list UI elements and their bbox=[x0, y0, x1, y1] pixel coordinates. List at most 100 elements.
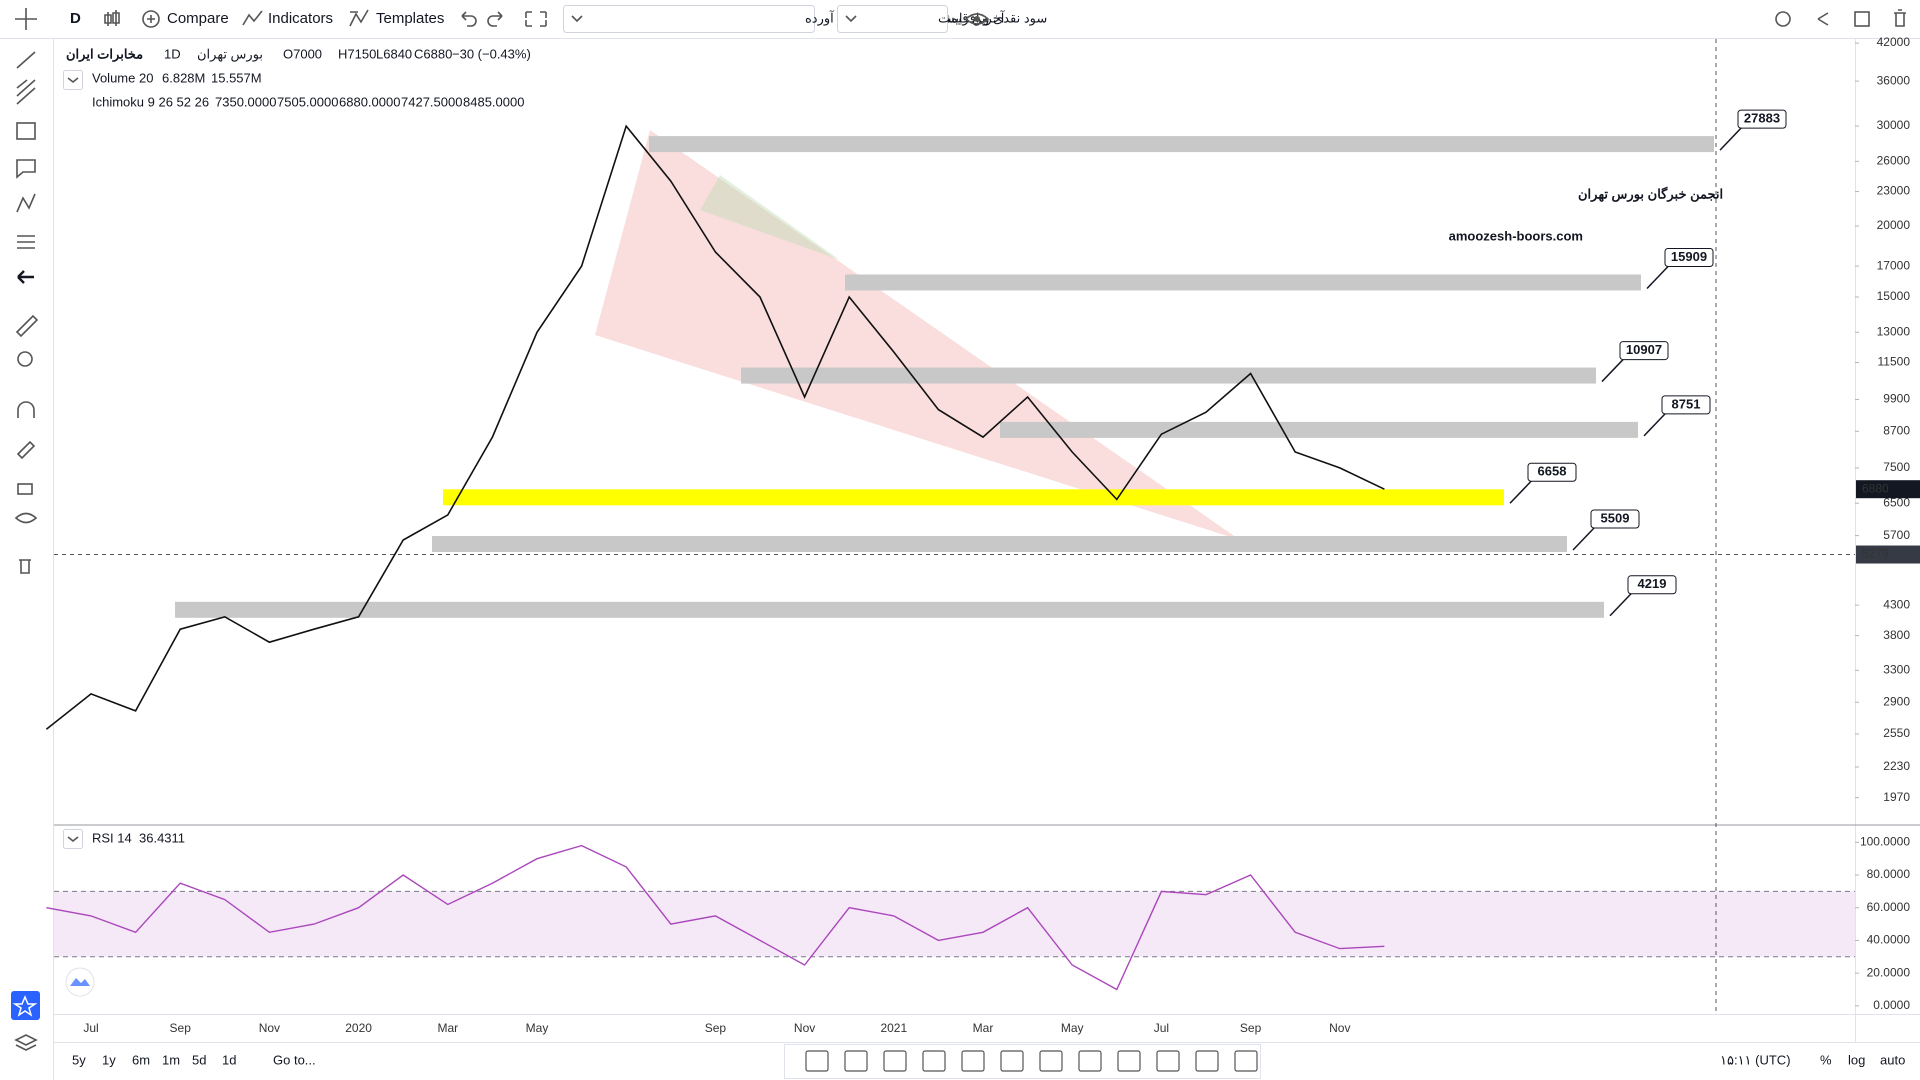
x-tick-label: Sep bbox=[170, 1021, 192, 1035]
fib-tool[interactable] bbox=[16, 79, 36, 105]
level-zone bbox=[175, 601, 1604, 618]
bottom-bar: Go to... ۱۵:۱۱ (UTC) % log auto 5y 1y 6m 1m… bbox=[72, 1044, 1905, 1079]
range-button[interactable]: 6m bbox=[132, 1052, 150, 1067]
drawing-tool-button[interactable] bbox=[844, 1050, 868, 1072]
rsi-tick-label: 20.0000 bbox=[1867, 965, 1911, 979]
price-type-dropdown[interactable] bbox=[837, 5, 948, 33]
magnet-tool[interactable] bbox=[17, 401, 35, 418]
rsi-collapse-button[interactable] bbox=[63, 829, 83, 849]
templates-button[interactable]: Templates bbox=[376, 10, 444, 27]
remove-tool[interactable] bbox=[19, 559, 31, 574]
range-button[interactable]: 1m bbox=[162, 1052, 180, 1067]
star-icon bbox=[12, 995, 38, 1017]
drawing-tool-button[interactable] bbox=[1195, 1050, 1219, 1072]
collapse-arrow bbox=[67, 836, 79, 843]
compare-button[interactable]: Compare bbox=[167, 10, 229, 27]
level-zone bbox=[845, 274, 1641, 291]
level-callout bbox=[1643, 412, 1667, 437]
back-tool[interactable] bbox=[17, 270, 34, 284]
crosshair-price: 5279 bbox=[1862, 547, 1889, 561]
y-tick-label: 3800 bbox=[1883, 628, 1910, 642]
ruler-tool[interactable] bbox=[15, 314, 39, 338]
y-tick-label: 42000 bbox=[1877, 35, 1911, 49]
drawing-tool-button[interactable] bbox=[1000, 1050, 1024, 1072]
templates-icon bbox=[349, 9, 369, 27]
log-toggle[interactable]: log bbox=[1848, 1052, 1865, 1067]
crosshair-price-box bbox=[1856, 545, 1920, 564]
symbol-interval: 1D bbox=[164, 46, 181, 61]
collapse-button[interactable] bbox=[63, 70, 83, 90]
price-line bbox=[45, 124, 1385, 730]
y-tick-label: 26000 bbox=[1877, 154, 1911, 168]
drawing-tool-button[interactable] bbox=[922, 1050, 946, 1072]
zoom-tool[interactable] bbox=[17, 351, 33, 367]
level-callout bbox=[1601, 358, 1625, 383]
rsi-tick-label: 60.0000 bbox=[1867, 900, 1911, 914]
level-label-box bbox=[1590, 509, 1640, 529]
drawing-tool-button[interactable] bbox=[1039, 1050, 1063, 1072]
eye-button[interactable] bbox=[964, 13, 990, 25]
last-price-box bbox=[1856, 480, 1920, 499]
watermark-site: amoozesh-boors.com bbox=[1449, 228, 1583, 243]
settings-button[interactable] bbox=[1775, 11, 1791, 27]
y-tick-label: 1970 bbox=[1883, 790, 1910, 804]
x-tick-label: Sep bbox=[705, 1021, 727, 1035]
range-button[interactable]: 1d bbox=[222, 1052, 236, 1067]
layers-button[interactable] bbox=[14, 1034, 38, 1051]
range-button[interactable]: 5d bbox=[192, 1052, 206, 1067]
hide-tool[interactable] bbox=[14, 512, 38, 524]
y-tick-label: 4300 bbox=[1883, 597, 1910, 611]
range-button[interactable]: 1y bbox=[102, 1052, 116, 1067]
range-button[interactable]: 5y bbox=[72, 1052, 86, 1067]
share-button[interactable] bbox=[1817, 12, 1829, 26]
stay-drawing-tool[interactable] bbox=[16, 440, 36, 460]
ohlc-low: L6840 bbox=[376, 46, 412, 61]
y-tick-label: 15000 bbox=[1877, 289, 1911, 303]
fullscreen-button[interactable] bbox=[525, 11, 547, 27]
percent-toggle[interactable]: % bbox=[1820, 1052, 1832, 1067]
chart-type-button[interactable] bbox=[104, 10, 120, 26]
interval-button[interactable]: D bbox=[70, 10, 81, 27]
prediction-tool[interactable] bbox=[17, 235, 35, 249]
layout-button[interactable] bbox=[1854, 11, 1870, 27]
undo-button[interactable] bbox=[461, 11, 477, 27]
y-tick-label: 9900 bbox=[1883, 392, 1910, 406]
y-tick-label: 36000 bbox=[1877, 73, 1911, 87]
pattern-tool[interactable] bbox=[16, 193, 36, 213]
trash-button[interactable] bbox=[1894, 9, 1906, 27]
goto-button[interactable]: Go to... bbox=[273, 1052, 316, 1067]
lock-tool[interactable] bbox=[17, 483, 33, 495]
shape-tool[interactable] bbox=[16, 122, 36, 140]
annotation-tool[interactable] bbox=[16, 159, 36, 179]
time-zone[interactable]: ۱۵:۱۱ (UTC) bbox=[1720, 1052, 1791, 1067]
drawing-tool-button[interactable] bbox=[805, 1050, 829, 1072]
y-tick-label: 6500 bbox=[1883, 495, 1910, 509]
drawing-tool-button[interactable] bbox=[1078, 1050, 1102, 1072]
ichimoku-value: 7350.0000 bbox=[215, 94, 276, 109]
x-tick-label: 2021 bbox=[880, 1021, 907, 1035]
redo-button[interactable] bbox=[487, 11, 503, 27]
collapse-arrow bbox=[67, 77, 79, 84]
drawing-tool-button[interactable] bbox=[1156, 1050, 1180, 1072]
level-label-box bbox=[1619, 341, 1669, 361]
ichimoku-value: 7505.0000 bbox=[277, 94, 338, 109]
trend-line-tool[interactable] bbox=[16, 51, 36, 69]
drawing-tool-button[interactable] bbox=[961, 1050, 985, 1072]
level-zone bbox=[443, 489, 1504, 506]
drawing-tool-button[interactable] bbox=[1117, 1050, 1141, 1072]
y-tick-label: 5700 bbox=[1883, 528, 1910, 542]
top-toolbar: D Compare Indicators Templates سود نقدی … bbox=[0, 0, 1906, 38]
drawing-tool-button[interactable] bbox=[1234, 1050, 1258, 1072]
auto-toggle[interactable]: auto bbox=[1880, 1052, 1905, 1067]
drawing-tool-button[interactable] bbox=[883, 1050, 907, 1072]
x-tick-label: May bbox=[526, 1021, 549, 1035]
dropdown-arrow bbox=[571, 15, 583, 23]
watermark-title: انجمن خبرگان بورس تهران bbox=[1578, 185, 1723, 202]
watchlist-button[interactable] bbox=[11, 991, 40, 1020]
indicators-button[interactable]: Indicators bbox=[268, 10, 333, 27]
rsi-value: 36.4311 bbox=[139, 830, 185, 845]
adjustment-dropdown[interactable] bbox=[563, 5, 815, 33]
left-toolbar bbox=[11, 51, 40, 1051]
